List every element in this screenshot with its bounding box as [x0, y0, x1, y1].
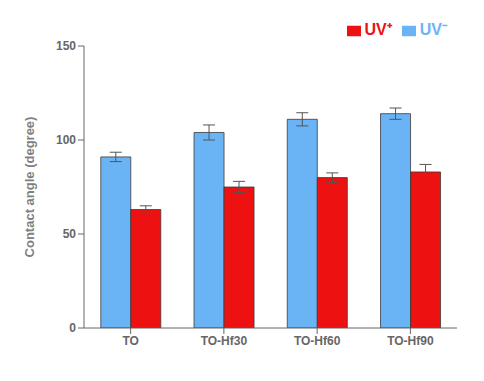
svg-text:TO-Hf60: TO-Hf60: [294, 334, 341, 348]
html-text:UV⁺: UV⁺: [364, 21, 392, 38]
svg-text:TO: TO: [122, 334, 138, 348]
html-text:UV⁻: UV⁻: [419, 21, 447, 38]
svg-text:100: 100: [56, 133, 76, 147]
svg-text:Contact angle (degree): Contact angle (degree): [22, 117, 37, 258]
svg-text:150: 150: [56, 39, 76, 53]
svg-text:TO-Hf90: TO-Hf90: [387, 334, 434, 348]
svg-text:50: 50: [63, 227, 77, 241]
svg-text:TO-Hf30: TO-Hf30: [201, 334, 248, 348]
svg-text:0: 0: [69, 321, 76, 335]
